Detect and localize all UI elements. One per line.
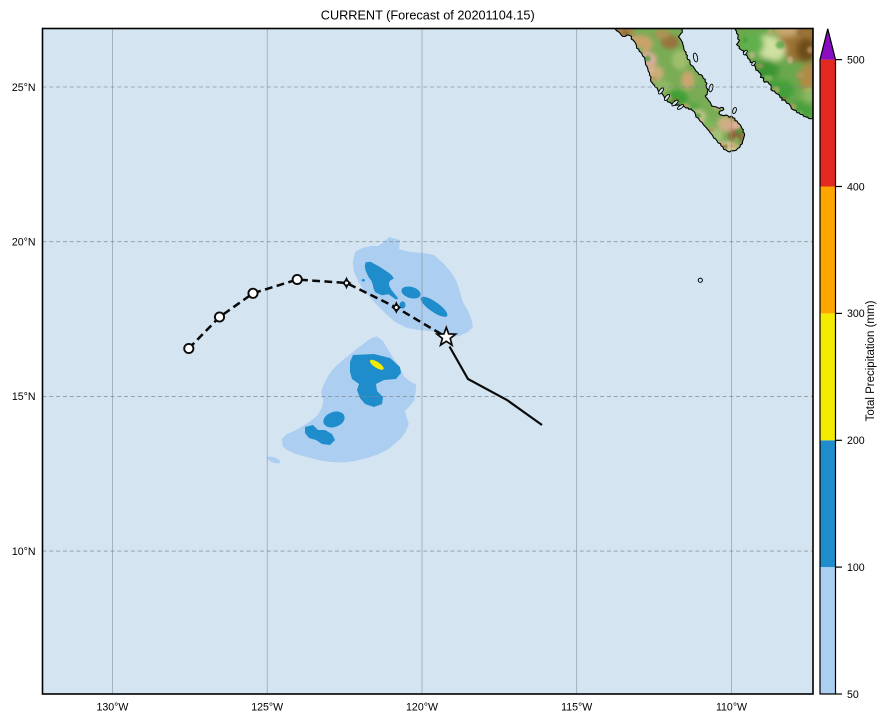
svg-text:130°W: 130°W: [96, 702, 128, 714]
svg-text:Total Precipitation (mm): Total Precipitation (mm): [865, 300, 877, 421]
svg-text:CURRENT (Forecast of 20201104.: CURRENT (Forecast of 20201104.15): [321, 8, 535, 22]
svg-text:200: 200: [847, 435, 865, 447]
svg-text:110°W: 110°W: [716, 702, 747, 714]
svg-text:50: 50: [847, 689, 859, 701]
svg-text:10°N: 10°N: [12, 546, 36, 558]
svg-text:500: 500: [847, 54, 865, 66]
svg-text:115°W: 115°W: [561, 702, 592, 714]
svg-text:120°W: 120°W: [406, 702, 438, 714]
svg-text:15°N: 15°N: [12, 391, 36, 403]
svg-text:300: 300: [847, 308, 865, 320]
svg-text:400: 400: [847, 181, 865, 193]
svg-text:25°N: 25°N: [12, 82, 36, 94]
svg-text:20°N: 20°N: [12, 237, 36, 249]
svg-text:100: 100: [847, 562, 865, 574]
svg-text:125°W: 125°W: [251, 702, 283, 714]
